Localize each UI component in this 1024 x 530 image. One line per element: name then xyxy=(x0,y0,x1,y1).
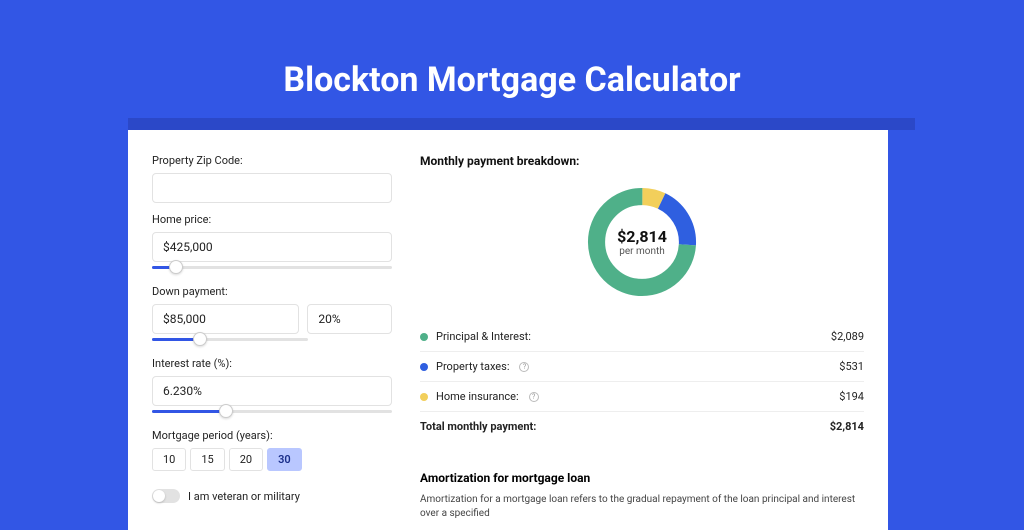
home-price-slider[interactable] xyxy=(152,261,392,275)
legend-row: Home insurance:? $194 xyxy=(420,382,864,412)
interest-input[interactable]: 6.230% xyxy=(152,376,392,406)
donut-center-amount: $2,814 xyxy=(617,227,667,246)
total-value: $2,814 xyxy=(830,420,864,433)
total-label: Total monthly payment: xyxy=(420,420,536,433)
down-payment-pct-input[interactable]: 20% xyxy=(307,304,392,334)
home-price-input[interactable]: $425,000 xyxy=(152,232,392,262)
down-payment-input[interactable]: $85,000 xyxy=(152,304,299,334)
period-pill-30[interactable]: 30 xyxy=(267,448,302,471)
legend-row: Property taxes:? $531 xyxy=(420,352,864,382)
down-payment-slider[interactable] xyxy=(152,333,308,347)
legend-dot-icon xyxy=(420,363,428,371)
amortization-title: Amortization for mortgage loan xyxy=(420,471,864,485)
amortization-text: Amortization for a mortgage loan refers … xyxy=(420,493,864,521)
page-title: Blockton Mortgage Calculator xyxy=(0,0,1024,110)
interest-label: Interest rate (%): xyxy=(152,357,392,370)
period-pill-15[interactable]: 15 xyxy=(190,448,224,471)
zip-input[interactable] xyxy=(152,173,392,203)
down-payment-slider-thumb[interactable] xyxy=(193,332,207,346)
period-pills: 10152030 xyxy=(152,448,392,471)
breakdown-title: Monthly payment breakdown: xyxy=(420,154,864,168)
veteran-label: I am veteran or military xyxy=(188,490,300,503)
legend-label: Home insurance: xyxy=(436,390,519,403)
payment-donut-chart: $2,814 per month xyxy=(582,182,702,302)
veteran-toggle-knob xyxy=(153,490,165,502)
down-payment-label: Down payment: xyxy=(152,285,392,298)
period-label: Mortgage period (years): xyxy=(152,429,392,442)
veteran-toggle[interactable] xyxy=(152,489,180,503)
legend-label: Property taxes: xyxy=(436,360,509,373)
donut-center-sub: per month xyxy=(619,246,665,257)
info-icon[interactable]: ? xyxy=(529,392,539,402)
interest-slider[interactable] xyxy=(152,405,392,419)
calculator-card: Property Zip Code: Home price: $425,000 … xyxy=(128,130,888,530)
legend-dot-icon xyxy=(420,393,428,401)
period-pill-10[interactable]: 10 xyxy=(152,448,186,471)
legend-value: $2,089 xyxy=(831,330,864,343)
legend-dot-icon xyxy=(420,333,428,341)
home-price-label: Home price: xyxy=(152,213,392,226)
legend-value: $194 xyxy=(839,390,864,403)
form-panel: Property Zip Code: Home price: $425,000 … xyxy=(152,154,392,490)
interest-slider-thumb[interactable] xyxy=(219,404,233,418)
accent-bar xyxy=(128,118,915,130)
zip-label: Property Zip Code: xyxy=(152,154,392,167)
legend-label: Principal & Interest: xyxy=(436,330,531,343)
home-price-slider-thumb[interactable] xyxy=(169,260,183,274)
period-pill-20[interactable]: 20 xyxy=(229,448,263,471)
legend-value: $531 xyxy=(839,360,864,373)
info-icon[interactable]: ? xyxy=(519,362,529,372)
total-row: Total monthly payment: $2,814 xyxy=(420,412,864,441)
breakdown-legend: Principal & Interest: $2,089 Property taxe… xyxy=(420,322,864,412)
breakdown-panel: Monthly payment breakdown: $2,814 per mo… xyxy=(420,154,864,490)
legend-row: Principal & Interest: $2,089 xyxy=(420,322,864,352)
